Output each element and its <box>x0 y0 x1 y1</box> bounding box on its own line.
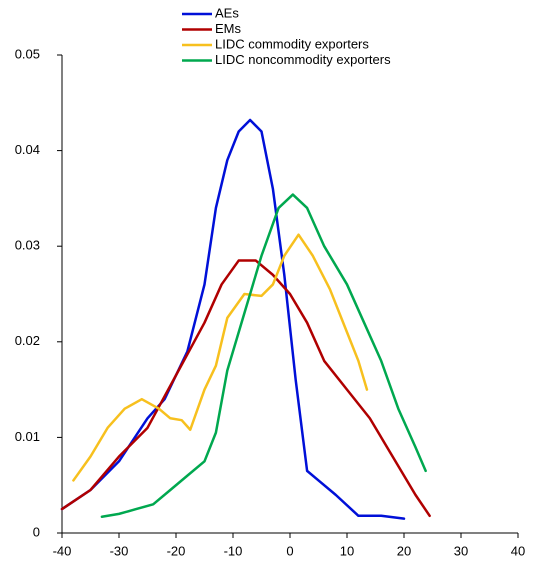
x-tick-label: 10 <box>340 543 354 558</box>
x-tick-label: -20 <box>167 543 186 558</box>
x-tick-label: 0 <box>286 543 293 558</box>
x-tick-label: 20 <box>397 543 411 558</box>
line-series <box>60 259 431 518</box>
legend-label: LIDC commodity exporters <box>215 36 369 51</box>
y-tick-label: 0 <box>33 524 40 539</box>
legend-label: LIDC noncommodity exporters <box>215 52 391 67</box>
y-tick-label: 0.04 <box>15 142 40 157</box>
x-tick-label: 40 <box>511 543 525 558</box>
line-series <box>100 193 427 518</box>
y-tick-label: 0.03 <box>15 238 40 253</box>
y-tick-label: 0.01 <box>15 429 40 444</box>
x-tick-label: 30 <box>454 543 468 558</box>
legend-label: EMs <box>215 21 242 36</box>
line-series <box>72 233 369 482</box>
y-tick-label: 0.02 <box>15 333 40 348</box>
legend-label: AEs <box>215 5 239 20</box>
x-tick-label: -10 <box>224 543 243 558</box>
y-tick-label: 0.05 <box>15 46 40 61</box>
x-tick-label: -40 <box>53 543 72 558</box>
line-series <box>60 118 406 520</box>
x-tick-label: -30 <box>110 543 129 558</box>
